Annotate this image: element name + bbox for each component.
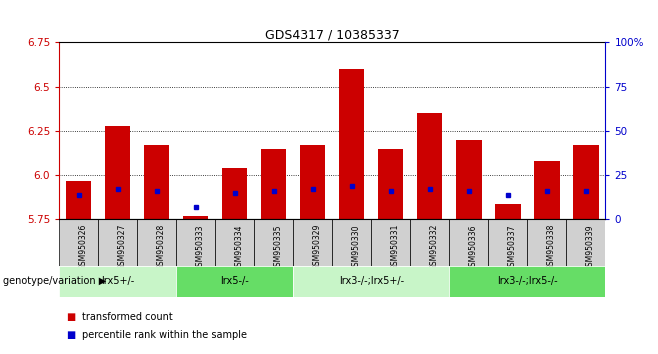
Text: GSM950329: GSM950329 — [313, 224, 322, 270]
Bar — [573, 145, 599, 219]
Text: lrx3-/-;lrx5+/-: lrx3-/-;lrx5+/- — [339, 276, 404, 286]
Text: GSM950331: GSM950331 — [391, 224, 400, 270]
Bar — [378, 149, 403, 219]
FancyBboxPatch shape — [293, 266, 449, 297]
Text: GSM950339: GSM950339 — [586, 224, 595, 270]
Bar — [144, 145, 169, 219]
FancyBboxPatch shape — [449, 219, 488, 266]
Bar — [339, 69, 365, 219]
Bar — [417, 113, 442, 219]
Text: GSM950335: GSM950335 — [274, 224, 283, 270]
Text: GSM950328: GSM950328 — [157, 224, 166, 270]
FancyBboxPatch shape — [176, 219, 215, 266]
Bar — [534, 161, 559, 219]
FancyBboxPatch shape — [371, 219, 411, 266]
Bar — [456, 140, 482, 219]
Bar — [66, 181, 91, 219]
FancyBboxPatch shape — [176, 266, 293, 297]
Bar — [222, 168, 247, 219]
FancyBboxPatch shape — [527, 219, 567, 266]
FancyBboxPatch shape — [138, 219, 176, 266]
Text: GSM950333: GSM950333 — [196, 224, 205, 270]
Text: GSM950327: GSM950327 — [118, 224, 127, 270]
FancyBboxPatch shape — [411, 219, 449, 266]
Bar — [261, 149, 286, 219]
Text: genotype/variation ▶: genotype/variation ▶ — [3, 276, 107, 286]
Text: GSM950326: GSM950326 — [79, 224, 88, 270]
FancyBboxPatch shape — [293, 219, 332, 266]
Bar — [105, 126, 130, 219]
Text: ■: ■ — [66, 330, 75, 339]
Bar — [300, 145, 326, 219]
Text: lrx3-/-;lrx5-/-: lrx3-/-;lrx5-/- — [497, 276, 557, 286]
FancyBboxPatch shape — [488, 219, 527, 266]
Bar — [495, 204, 520, 219]
Text: lrx5-/-: lrx5-/- — [220, 276, 249, 286]
Text: GSM950336: GSM950336 — [468, 224, 478, 270]
FancyBboxPatch shape — [567, 219, 605, 266]
Title: GDS4317 / 10385337: GDS4317 / 10385337 — [265, 28, 399, 41]
Text: GSM950334: GSM950334 — [235, 224, 243, 270]
Text: ■: ■ — [66, 312, 75, 322]
FancyBboxPatch shape — [215, 219, 254, 266]
Text: GSM950332: GSM950332 — [430, 224, 439, 270]
Text: lrx5+/-: lrx5+/- — [101, 276, 134, 286]
Text: GSM950330: GSM950330 — [352, 224, 361, 270]
FancyBboxPatch shape — [254, 219, 293, 266]
FancyBboxPatch shape — [98, 219, 138, 266]
FancyBboxPatch shape — [59, 266, 176, 297]
FancyBboxPatch shape — [332, 219, 371, 266]
Text: transformed count: transformed count — [82, 312, 173, 322]
Text: GSM950338: GSM950338 — [547, 224, 556, 270]
FancyBboxPatch shape — [449, 266, 605, 297]
Bar — [183, 216, 209, 219]
Text: GSM950337: GSM950337 — [508, 224, 517, 270]
FancyBboxPatch shape — [59, 219, 98, 266]
Text: percentile rank within the sample: percentile rank within the sample — [82, 330, 247, 339]
